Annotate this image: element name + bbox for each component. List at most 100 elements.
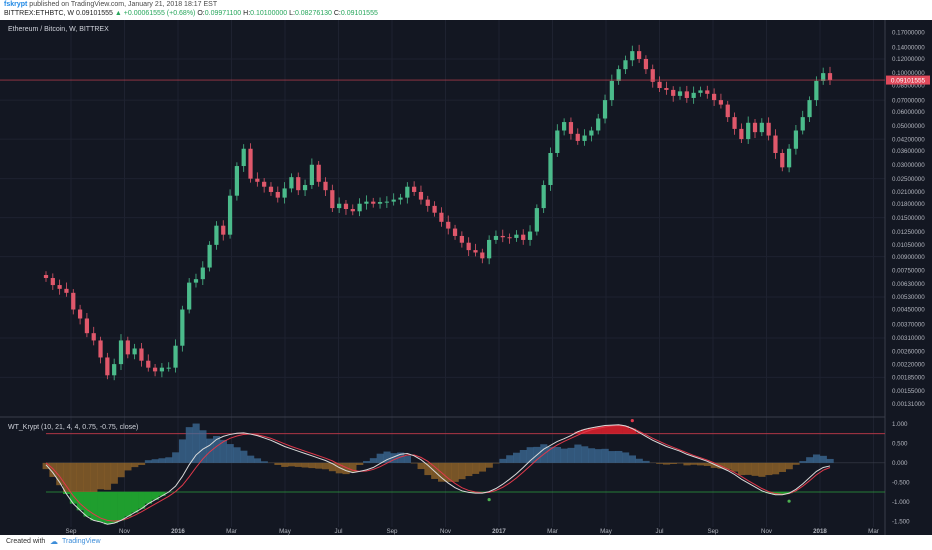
grid bbox=[0, 20, 885, 527]
signal-line bbox=[45, 424, 831, 522]
wave-difference-bar bbox=[56, 462, 64, 486]
publish-line: fskrypt published on TradingView.com, Ja… bbox=[4, 1, 217, 8]
tradingview-brand-link[interactable]: TradingView bbox=[62, 538, 101, 545]
wave-difference-bar bbox=[744, 462, 752, 475]
candle-body bbox=[200, 267, 205, 280]
overbought-fill bbox=[628, 428, 637, 434]
wave-difference-bar bbox=[472, 462, 480, 474]
candle-body bbox=[739, 128, 744, 140]
time-tick-label: May bbox=[600, 528, 613, 535]
oscillator-axis: 1.000 0.500 0.000 -0.500 -1.000 -1.500 bbox=[892, 421, 910, 525]
wave-difference-bar bbox=[322, 462, 330, 470]
wave-difference-bar bbox=[349, 462, 357, 473]
price-tick-label: 0.08500000 bbox=[892, 82, 925, 89]
author-link[interactable]: fskrypt bbox=[4, 1, 28, 8]
candle-body bbox=[800, 117, 805, 131]
price-tick-label: 0.04200000 bbox=[892, 136, 925, 143]
candle-body bbox=[98, 340, 103, 358]
price-tick-label: 0.01500000 bbox=[892, 215, 925, 222]
price-tick-label: 0.12000000 bbox=[892, 56, 925, 63]
wave-difference-bar bbox=[240, 450, 248, 463]
price-tick-label: 0.00131000 bbox=[892, 401, 925, 408]
wave-difference-bar bbox=[410, 462, 418, 464]
wave-difference-bar bbox=[662, 462, 671, 465]
chart-area[interactable]: Ethereum / Bitcoin, W, BITTREX 0.1700000… bbox=[0, 20, 932, 535]
candle-body bbox=[718, 100, 724, 105]
candle-body bbox=[405, 186, 410, 198]
candle-body bbox=[282, 188, 287, 198]
price-axis: 0.17000000 0.14000000 0.12000000 0.10000000… bbox=[892, 30, 925, 408]
wave-difference-bar bbox=[560, 448, 568, 463]
candle-body bbox=[214, 225, 219, 245]
wave-difference-bar bbox=[103, 462, 112, 490]
candle-body bbox=[555, 130, 560, 153]
wave-difference-bar bbox=[301, 462, 309, 468]
wave-difference-bar bbox=[151, 459, 159, 463]
wave-difference-bar bbox=[601, 448, 609, 463]
candle-body bbox=[425, 199, 430, 206]
candle-body bbox=[671, 89, 676, 96]
candle-body bbox=[446, 221, 451, 229]
candle-body bbox=[377, 202, 383, 204]
candle-body bbox=[452, 228, 458, 236]
candle-body bbox=[43, 275, 49, 279]
oscillator-tick-label: 0.000 bbox=[892, 460, 908, 467]
wave-difference-bar bbox=[574, 444, 582, 463]
wave-difference-bar bbox=[765, 462, 773, 476]
price-tick-label: 0.00900000 bbox=[892, 254, 925, 261]
wave-difference-bar bbox=[83, 462, 91, 498]
candle-body bbox=[323, 181, 328, 191]
wave-difference-bar bbox=[69, 462, 77, 497]
candle-body bbox=[262, 181, 267, 187]
candle-body bbox=[582, 135, 587, 141]
candle-body bbox=[514, 234, 519, 238]
wave-difference-bar bbox=[97, 462, 105, 490]
candle-body bbox=[691, 92, 696, 98]
wave-difference-bar bbox=[512, 452, 521, 463]
wave-difference-bar bbox=[49, 462, 57, 477]
candle-body bbox=[343, 203, 349, 209]
candle-body bbox=[152, 367, 158, 372]
candle-body bbox=[180, 309, 185, 346]
time-tick-label: Jul bbox=[335, 528, 343, 535]
wave-difference-bar bbox=[397, 452, 405, 463]
wave-difference-bar bbox=[417, 462, 425, 470]
oversold-fill bbox=[765, 492, 773, 494]
candle-body bbox=[752, 122, 758, 133]
candle-body bbox=[371, 201, 376, 204]
wave-difference-bar bbox=[356, 462, 364, 465]
open-value: 0.09971100 bbox=[204, 10, 242, 17]
wave-difference-bar bbox=[622, 452, 630, 463]
overbought-fill bbox=[601, 425, 609, 434]
candle-body bbox=[807, 100, 812, 118]
candle-body bbox=[732, 117, 737, 129]
oversold-fill bbox=[131, 492, 139, 513]
wave-difference-bar bbox=[826, 458, 834, 463]
oversold-fill bbox=[138, 492, 146, 509]
wave-difference-bar bbox=[281, 462, 289, 467]
time-tick-label: Nov bbox=[440, 528, 452, 535]
candle-body bbox=[255, 178, 260, 182]
wave-difference-bar bbox=[710, 462, 718, 468]
wave-line bbox=[45, 424, 831, 525]
wave-difference-bar bbox=[253, 458, 262, 463]
price-tick-label: 0.00260000 bbox=[892, 349, 925, 356]
wave-difference-bar bbox=[683, 462, 691, 466]
wave-difference-bar bbox=[506, 455, 514, 463]
oversold-fill bbox=[97, 492, 105, 522]
candle-body bbox=[296, 177, 301, 191]
candle-body bbox=[302, 185, 308, 191]
low-value: 0.08276130 bbox=[294, 10, 332, 17]
candle-body bbox=[173, 345, 178, 368]
wave-difference-bar bbox=[138, 462, 146, 465]
current-price-tag bbox=[886, 75, 930, 85]
candle-body bbox=[207, 244, 212, 268]
wave-difference-bar bbox=[63, 462, 71, 494]
oversold-fill bbox=[83, 492, 91, 517]
wave-difference-bar bbox=[799, 461, 807, 463]
time-tick-label: Sep bbox=[65, 528, 77, 535]
candle-body bbox=[562, 122, 567, 131]
candle-body bbox=[159, 367, 165, 372]
wave-difference-bar bbox=[806, 457, 814, 463]
wave-difference-bar bbox=[478, 462, 487, 472]
